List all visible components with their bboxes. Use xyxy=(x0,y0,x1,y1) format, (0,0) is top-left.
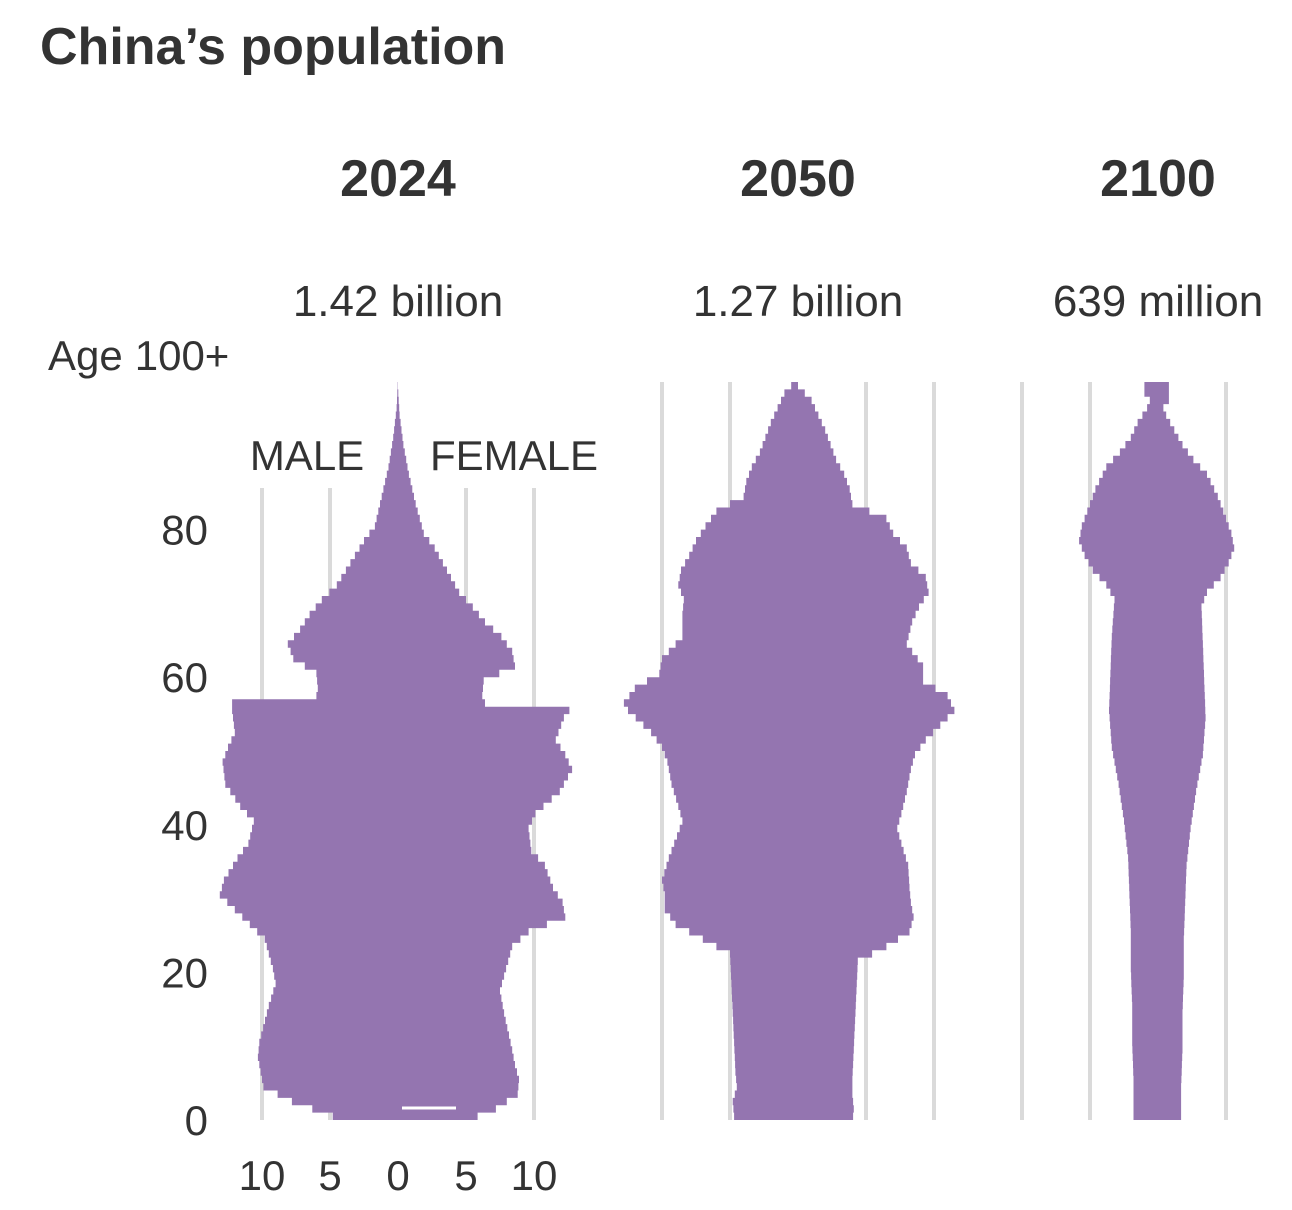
year-label: 2050 xyxy=(740,150,856,208)
top-age-value: 100+ xyxy=(135,332,230,379)
x-tick-label: 5 xyxy=(454,1152,477,1199)
pyramid-2024 xyxy=(219,382,573,1120)
x-axis-ticks: 10 5 0 5 10 xyxy=(239,1152,558,1199)
pyramid-2100 xyxy=(1079,382,1235,1120)
panel-2024: 2024 1.42 billion xyxy=(219,150,573,1120)
x-tick-label: 0 xyxy=(386,1152,409,1199)
panel-2050: 2050 1.27 billion xyxy=(623,150,955,1120)
total-population-label: 639 million xyxy=(1053,277,1263,326)
y-tick-label: 60 xyxy=(161,654,208,701)
y-axis-ticks: 0 20 40 60 80 xyxy=(161,507,208,1144)
chart-title: China’s population xyxy=(40,18,506,76)
male-label: MALE xyxy=(250,432,364,479)
total-population-label: 1.42 billion xyxy=(293,277,503,326)
female-label: FEMALE xyxy=(430,432,598,479)
top-age-label: Age 100+ xyxy=(48,332,229,379)
x-tick-label: 5 xyxy=(318,1152,341,1199)
y-tick-label: 20 xyxy=(161,949,208,996)
y-tick-label: 0 xyxy=(185,1097,208,1144)
panel-2100: 2100 639 million xyxy=(1020,150,1263,1120)
y-tick-label: 40 xyxy=(161,802,208,849)
pyramid-2050 xyxy=(623,382,955,1120)
age-axis-prefix: Age xyxy=(48,332,123,379)
x-tick-label: 10 xyxy=(239,1152,286,1199)
panels: 2024 1.42 billion 2050 1.27 billion 2100 639 … xyxy=(219,150,1263,1120)
total-population-label: 1.27 billion xyxy=(693,277,903,326)
year-label: 2024 xyxy=(340,150,456,208)
y-tick-label: 80 xyxy=(161,507,208,554)
x-tick-label: 10 xyxy=(511,1152,558,1199)
year-label: 2100 xyxy=(1100,150,1216,208)
